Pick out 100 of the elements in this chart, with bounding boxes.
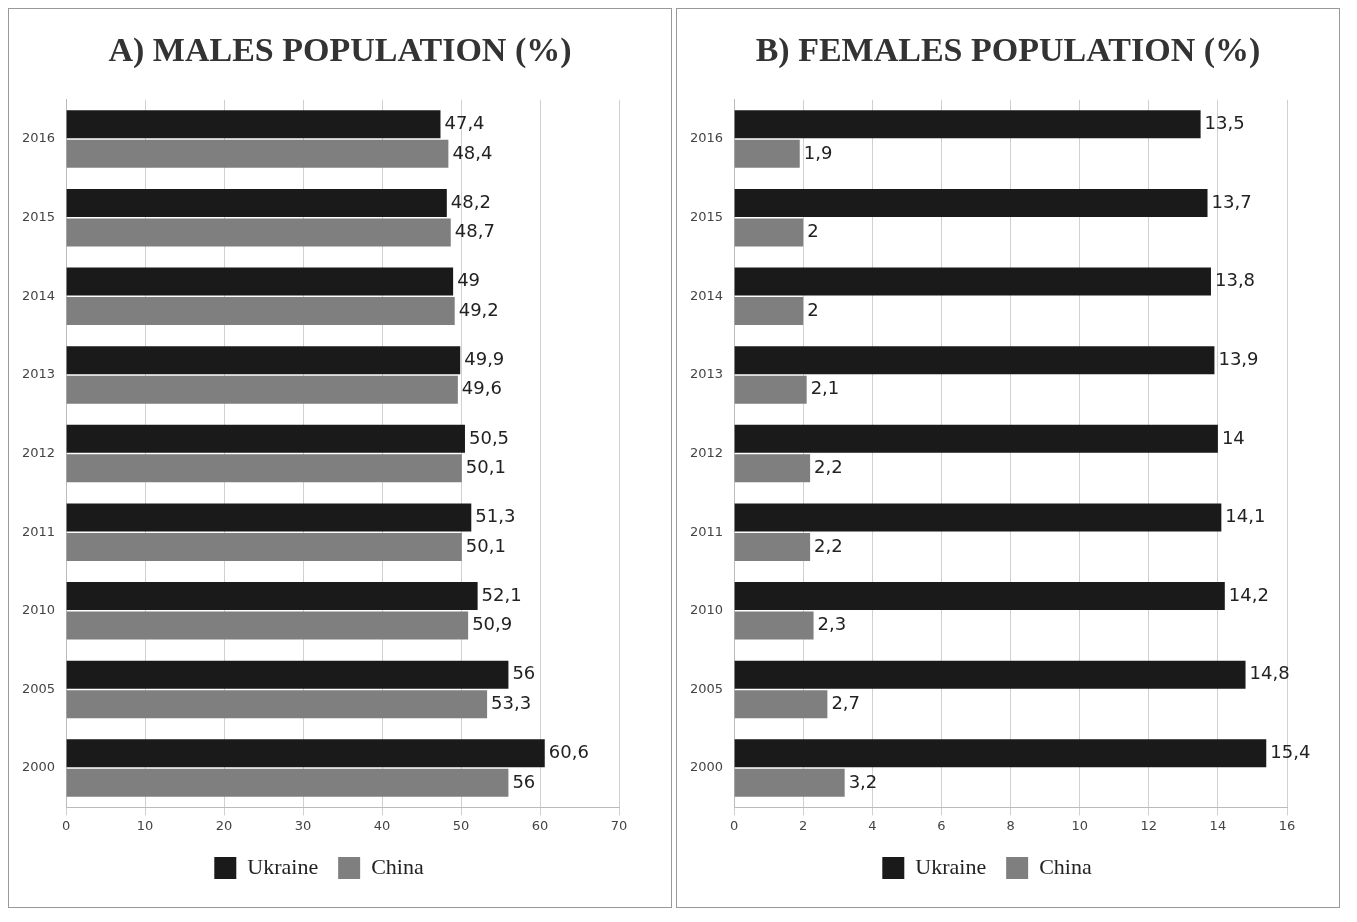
- data-label: 14,1: [1225, 505, 1266, 527]
- legend-label: Ukraine: [247, 853, 319, 879]
- data-label: 13,9: [1218, 347, 1259, 369]
- data-label: 49,6: [461, 377, 502, 399]
- x-tick-label: 10: [1071, 817, 1088, 833]
- y-tick-label: 2014: [21, 287, 56, 303]
- bar: [734, 532, 811, 561]
- data-label: 13,8: [1214, 269, 1256, 291]
- bar: [66, 739, 545, 768]
- x-tick-label: 14: [1209, 817, 1227, 833]
- data-label: 15,4: [1270, 741, 1311, 763]
- data-label: 47,4: [444, 112, 485, 134]
- bar: [66, 267, 454, 296]
- data-label: 48,4: [452, 141, 493, 163]
- x-tick-label: 0: [61, 817, 71, 833]
- chart-title: A) MALES POPULATION (%): [107, 30, 573, 70]
- bar: [66, 218, 451, 247]
- data-label: 2,3: [817, 613, 847, 635]
- y-tick-label: 2005: [21, 680, 56, 696]
- data-label: 2: [807, 298, 819, 320]
- data-label: 13,5: [1204, 112, 1245, 134]
- y-tick-label: 2010: [21, 602, 56, 618]
- bar: [66, 660, 509, 689]
- bar: [66, 690, 488, 719]
- bar: [66, 188, 447, 217]
- bar: [66, 139, 449, 168]
- x-tick-label: 4: [868, 817, 877, 833]
- x-tick-label: 16: [1278, 817, 1296, 833]
- y-tick-label: 2014: [689, 287, 724, 303]
- y-tick-label: 2010: [689, 602, 724, 618]
- x-tick-label: 40: [373, 817, 391, 833]
- bar: [734, 346, 1215, 375]
- bar: [66, 503, 472, 532]
- x-tick-label: 70: [610, 817, 628, 833]
- y-tick-label: 2005: [689, 680, 724, 696]
- bar: [66, 110, 441, 139]
- data-label: 49,2: [458, 298, 499, 320]
- y-tick-label: 2016: [689, 130, 724, 146]
- bar: [66, 532, 462, 561]
- y-tick-label: 2013: [689, 366, 724, 382]
- data-label: 14,8: [1249, 662, 1290, 684]
- data-label: 14,2: [1228, 583, 1269, 605]
- bar: [734, 768, 845, 797]
- y-tick-label: 2016: [21, 130, 56, 146]
- x-tick-label: 6: [937, 817, 946, 833]
- x-tick-label: 30: [294, 817, 312, 833]
- data-label: 51,3: [475, 505, 516, 527]
- legend-label: China: [1039, 853, 1092, 879]
- y-tick-label: 2013: [21, 366, 56, 382]
- bar: [734, 690, 828, 719]
- x-tick-label: 2: [799, 817, 808, 833]
- bar: [66, 454, 462, 483]
- legend-label: Ukraine: [915, 853, 987, 879]
- y-tick-label: 2012: [689, 444, 724, 460]
- data-label: 3,2: [848, 770, 878, 792]
- data-label: 50,5: [468, 426, 510, 448]
- bar: [734, 188, 1208, 217]
- chart-title: B) FEMALES POPULATION (%): [754, 30, 1262, 70]
- bar: [66, 346, 461, 375]
- x-tick-label: 20: [215, 817, 233, 833]
- bar: [734, 110, 1201, 139]
- x-tick-label: 0: [729, 817, 739, 833]
- data-label: 2,2: [814, 534, 843, 556]
- bar: [734, 611, 814, 640]
- data-label: 13,7: [1211, 190, 1252, 212]
- bar: [734, 267, 1211, 296]
- data-label: 2,1: [810, 377, 840, 399]
- bar: [66, 375, 458, 404]
- data-label: 56: [512, 662, 536, 684]
- bar: [734, 660, 1246, 689]
- bar: [66, 297, 455, 326]
- x-tick-label: 10: [136, 817, 154, 833]
- data-label: 1,9: [803, 141, 833, 163]
- data-label: 2,7: [831, 691, 861, 713]
- data-label: 48,2: [450, 190, 491, 212]
- data-label: 52,1: [481, 583, 522, 605]
- bar: [66, 611, 469, 640]
- bar: [734, 503, 1222, 532]
- bar: [66, 768, 509, 797]
- data-label: 50,9: [472, 613, 513, 635]
- data-label: 50,1: [465, 456, 506, 478]
- bar: [734, 375, 807, 404]
- data-label: 2: [807, 220, 819, 242]
- bar: [734, 739, 1267, 768]
- bar: [734, 582, 1225, 611]
- data-label: 60,6: [548, 741, 589, 763]
- x-tick-label: 8: [1006, 817, 1015, 833]
- data-label: 50,1: [465, 534, 506, 556]
- y-tick-label: 2015: [689, 209, 724, 225]
- data-label: 49: [457, 269, 481, 291]
- bar: [734, 139, 800, 168]
- data-label: 14: [1221, 426, 1245, 448]
- y-tick-label: 2015: [21, 209, 56, 225]
- bar: [66, 424, 465, 453]
- data-label: 49,9: [464, 347, 505, 369]
- y-tick-label: 2000: [21, 759, 56, 775]
- legend-label: China: [371, 853, 424, 879]
- bar: [734, 218, 804, 247]
- y-tick-label: 2000: [689, 759, 724, 775]
- bar: [734, 424, 1218, 453]
